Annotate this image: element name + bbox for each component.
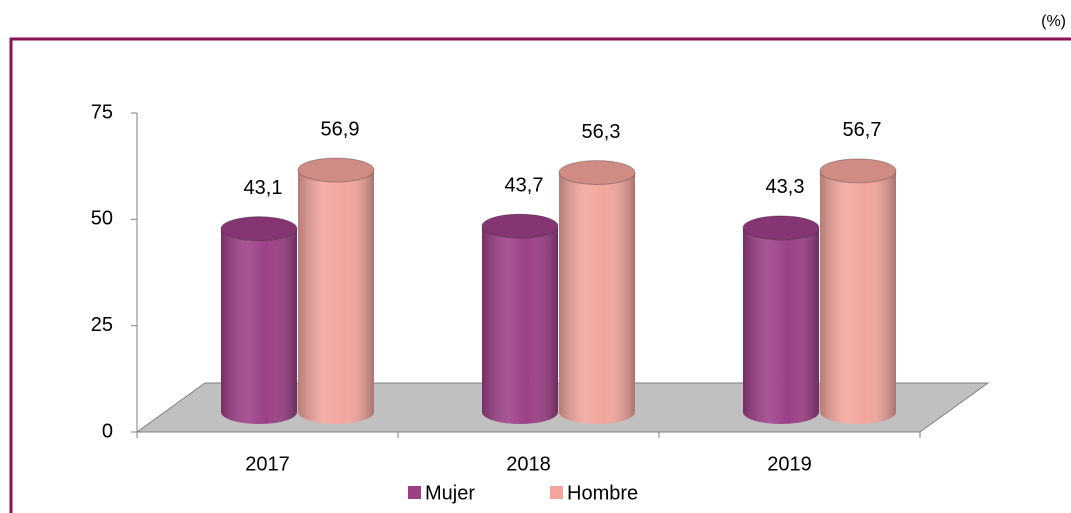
data-label: 56,9 [321,118,360,140]
cylinder-shade [559,172,635,424]
cylinder-shade [743,227,819,424]
y-tick-label: 25 [91,314,113,336]
cylinder-top [297,157,375,183]
data-label: 43,3 [766,176,805,198]
cylinder-shade [298,169,374,424]
cylinder-top-shade [743,215,819,240]
y-tick-label: 75 [91,101,113,123]
cylinder-top [742,215,820,241]
legend-swatch [408,486,421,499]
unit-label: (%) [1041,13,1066,30]
cylinder-shade [482,226,558,424]
data-label: 56,3 [582,121,621,143]
y-tick-label: 0 [102,420,113,442]
y-tick-label: 50 [91,208,113,230]
x-tick-label: 2019 [767,453,812,475]
x-tick-label: 2017 [245,453,290,475]
cylinder-shade [221,228,297,424]
cylinder-top-shade [221,216,297,241]
cylinder-top [481,213,559,239]
cylinder-shade [820,170,896,424]
legend-swatch [550,486,563,499]
cylinder-top-shade [482,214,558,239]
data-label: 43,1 [244,177,283,199]
cylinder-top-shade [298,157,374,182]
cylinder-top-shade [559,160,635,185]
data-label: 56,7 [843,119,882,141]
cylinder-top [819,158,897,184]
data-label: 43,7 [505,174,544,196]
legend-label: Hombre [567,482,638,504]
cylinder-top [558,160,636,186]
x-tick-label: 2018 [506,453,551,475]
legend-label: Mujer [425,482,475,504]
cylinder-top-shade [820,158,896,183]
cylinder-top [220,216,298,242]
